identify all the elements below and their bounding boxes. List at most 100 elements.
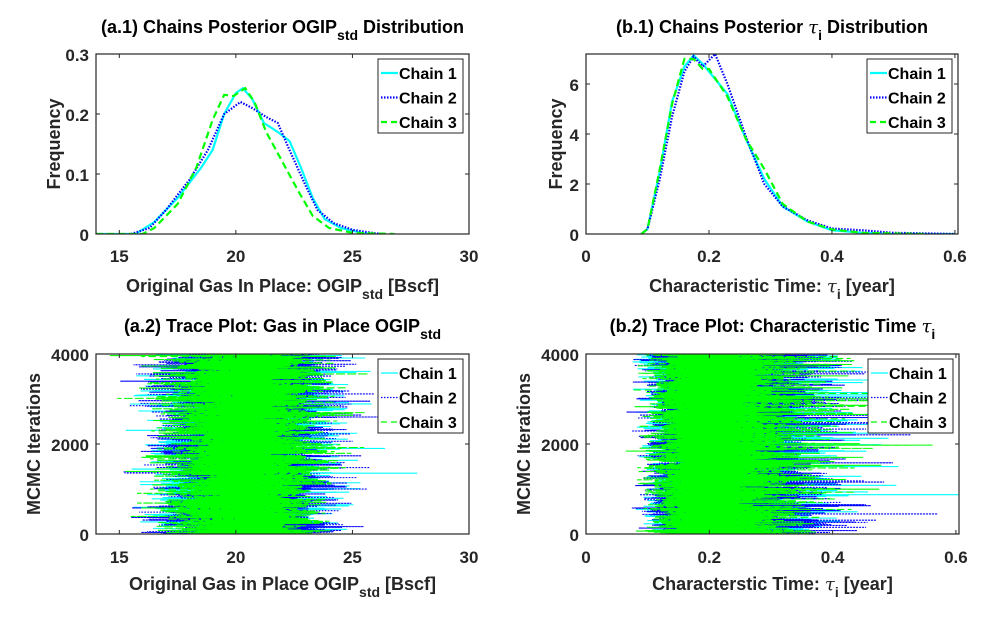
legend-label: Chain 3 xyxy=(399,415,457,432)
chart-title: (b.2) Trace Plot: Characteristic Time τi xyxy=(610,316,936,342)
subplot-a1: 15 20 25 30 0 0.1 0.2 0.3 (a.1) Chains Posterior… xyxy=(44,17,478,302)
y-axis-label: Frequency xyxy=(44,98,64,189)
x-axis-label: Original Gas in Place OGIPstd [Bscf] xyxy=(129,574,436,600)
legend: Chain 1 Chain 2 Chain 3 xyxy=(377,358,464,434)
x-tick-label: 0.6 xyxy=(944,548,968,567)
plot-lines xyxy=(96,86,395,234)
text-segment: (b.2) Trace Plot: Characteristic Time xyxy=(610,316,922,336)
subplot-b2: 0 0.2 0.4 0.6 0 2000 4000 (b.2) Trace Plot: Cha… xyxy=(514,316,968,600)
y-tick-label: 0 xyxy=(80,526,89,545)
text-segment: Distribution xyxy=(358,17,464,37)
text-segment: Characterstic Time: xyxy=(652,574,825,594)
subscript: i xyxy=(931,326,935,342)
text-segment: Characteristic Time: xyxy=(649,276,827,296)
plot-lines xyxy=(625,354,959,534)
text-segment: Distribution xyxy=(822,17,928,37)
y-tick-label: 4000 xyxy=(51,346,89,365)
x-axis-label: Characteristic Time: τi [year] xyxy=(649,276,895,302)
x-tick-label: 0.2 xyxy=(697,247,721,266)
subscript: i xyxy=(818,27,822,43)
legend-box xyxy=(377,58,464,134)
legend-box xyxy=(867,358,954,434)
series-line-chain-2 xyxy=(640,54,955,234)
legend-box xyxy=(377,358,464,434)
chart-title: (a.2) Trace Plot: Gas in Place OGIPstd xyxy=(124,316,441,342)
text-segment: (a.2) Trace Plot: Gas in Place OGIP xyxy=(124,316,420,336)
legend-label: Chain 3 xyxy=(399,115,457,132)
legend-box xyxy=(866,58,953,134)
legend-label: Chain 2 xyxy=(889,391,947,408)
series-line-chain-3 xyxy=(109,354,369,534)
text-segment: [year] xyxy=(841,276,895,296)
chart-title: (b.1) Chains Posterior τi Distribution xyxy=(616,17,928,43)
x-axis-label: Characterstic Time: τi [year] xyxy=(652,574,893,600)
x-tick-label: 25 xyxy=(343,548,362,567)
legend-label: Chain 1 xyxy=(889,366,947,383)
x-tick-label: 0.4 xyxy=(820,247,844,266)
x-tick-label: 30 xyxy=(460,247,479,266)
y-axis-label: MCMC Iterations xyxy=(24,373,44,515)
legend-label: Chain 2 xyxy=(888,91,946,108)
legend: Chain 1 Chain 2 Chain 3 xyxy=(867,358,954,434)
x-tick-label: 0 xyxy=(581,548,590,567)
text-segment: Original Gas in Place OGIP xyxy=(129,574,359,594)
y-tick-label: 2000 xyxy=(541,436,579,455)
x-tick-label: 20 xyxy=(226,247,245,266)
text-segment: [Bscf] xyxy=(380,574,436,594)
y-tick-label: 2 xyxy=(570,176,579,195)
subscript: std xyxy=(359,584,380,600)
legend-label: Chain 3 xyxy=(888,115,946,132)
symbol: τ xyxy=(827,276,838,297)
series-line-chain-2 xyxy=(130,100,386,234)
legend-label: Chain 3 xyxy=(889,415,947,432)
axes-box xyxy=(95,53,470,235)
y-tick-label: 4 xyxy=(570,126,580,145)
legend-label: Chain 1 xyxy=(888,66,946,83)
plot-lines xyxy=(640,54,955,234)
subscript: std xyxy=(420,326,441,342)
series-line-chain-3 xyxy=(96,86,395,234)
y-axis-label: Frequency xyxy=(546,98,566,189)
axes-box xyxy=(585,53,959,235)
y-tick-label: 2000 xyxy=(51,436,89,455)
x-tick-label: 25 xyxy=(343,247,362,266)
subplot-b1: 0 0.2 0.4 0.6 0 2 4 6 (b.1) Chains Posterior τi … xyxy=(546,17,967,302)
x-tick-label: 0.2 xyxy=(697,548,721,567)
subscript: i xyxy=(835,584,839,600)
y-tick-label: 0 xyxy=(570,526,579,545)
chart-title: (a.1) Chains Posterior OGIPstd Distribut… xyxy=(101,17,464,43)
y-tick-label: 0 xyxy=(80,226,89,245)
x-tick-label: 0.4 xyxy=(821,548,845,567)
legend: Chain 1 Chain 2 Chain 3 xyxy=(377,58,464,134)
symbol: τ xyxy=(808,17,819,38)
x-tick-label: 0 xyxy=(581,247,590,266)
legend: Chain 1 Chain 2 Chain 3 xyxy=(866,58,953,134)
legend-label: Chain 2 xyxy=(399,391,457,408)
symbol: τ xyxy=(921,316,932,337)
legend-label: Chain 1 xyxy=(399,366,457,383)
text-segment: (a.1) Chains Posterior OGIP xyxy=(101,17,337,37)
x-tick-label: 30 xyxy=(460,548,479,567)
text-segment: [year] xyxy=(839,574,893,594)
subscript: std xyxy=(337,27,358,43)
symbol: τ xyxy=(825,574,836,595)
y-tick-label: 6 xyxy=(570,76,579,95)
series-line-chain-3 xyxy=(640,57,925,234)
series-line-chain-3 xyxy=(625,354,933,534)
legend-label: Chain 1 xyxy=(399,66,457,83)
y-tick-label: 0.1 xyxy=(65,166,89,185)
y-axis-label: MCMC Iterations xyxy=(514,373,534,515)
y-tick-label: 0.2 xyxy=(65,106,89,125)
y-tick-label: 0 xyxy=(570,226,579,245)
text-segment: Original Gas In Place: OGIP xyxy=(126,276,362,296)
x-tick-label: 15 xyxy=(110,548,129,567)
text-segment: [Bscf] xyxy=(383,276,439,296)
x-axis-label: Original Gas In Place: OGIPstd [Bscf] xyxy=(126,276,439,302)
legend-label: Chain 2 xyxy=(399,91,457,108)
y-tick-label: 4000 xyxy=(541,346,579,365)
x-tick-label: 20 xyxy=(226,548,245,567)
subscript: i xyxy=(837,286,841,302)
x-tick-label: 0.6 xyxy=(943,247,967,266)
text-segment: (b.1) Chains Posterior xyxy=(616,17,808,37)
